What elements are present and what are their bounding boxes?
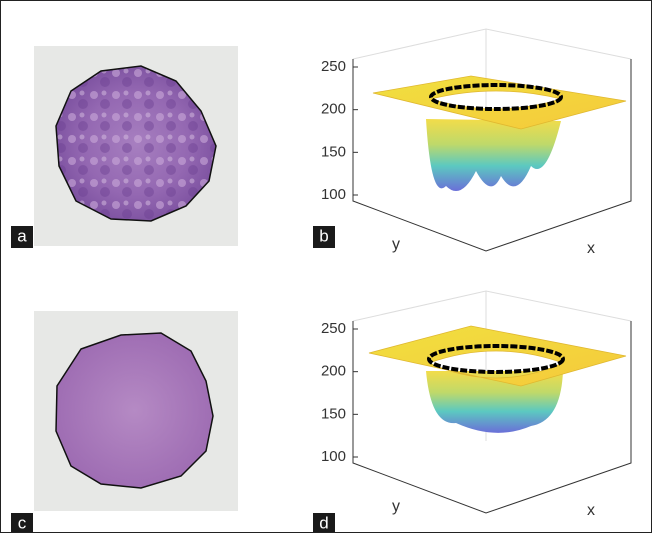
panel-label: c: [18, 513, 27, 532]
panel-label: a: [17, 226, 27, 245]
panel-label: b: [319, 226, 328, 245]
z-tick-label: 100: [321, 448, 346, 465]
z-tick-label: 100: [321, 186, 346, 203]
panel-a: [11, 46, 238, 248]
z-tick-label: 150: [321, 143, 346, 160]
surface-well: [426, 119, 561, 191]
z-tick-label: 150: [321, 405, 346, 422]
surface-sheet: [373, 76, 626, 129]
panel-b: [313, 29, 631, 251]
panel-label: d: [319, 513, 328, 532]
panel-d: [313, 291, 631, 532]
figure-canvas: a b 250 200 150 100 y x c d 250 200 150 100 y x: [1, 1, 651, 532]
z-tick-label: 250: [321, 58, 346, 75]
z-tick-label: 200: [321, 101, 346, 118]
y-axis-label: y: [392, 498, 400, 515]
x-axis-label: x: [587, 240, 595, 257]
cell-contour: [56, 333, 213, 488]
figure: a b 250 200 150 100 y x c d 250 200 150 100 y x: [0, 0, 652, 533]
x-axis-label: x: [587, 502, 595, 519]
z-tick-label: 200: [321, 363, 346, 380]
panel-c: [11, 311, 238, 532]
y-axis-label: y: [392, 236, 400, 253]
z-tick-label: 250: [321, 320, 346, 337]
